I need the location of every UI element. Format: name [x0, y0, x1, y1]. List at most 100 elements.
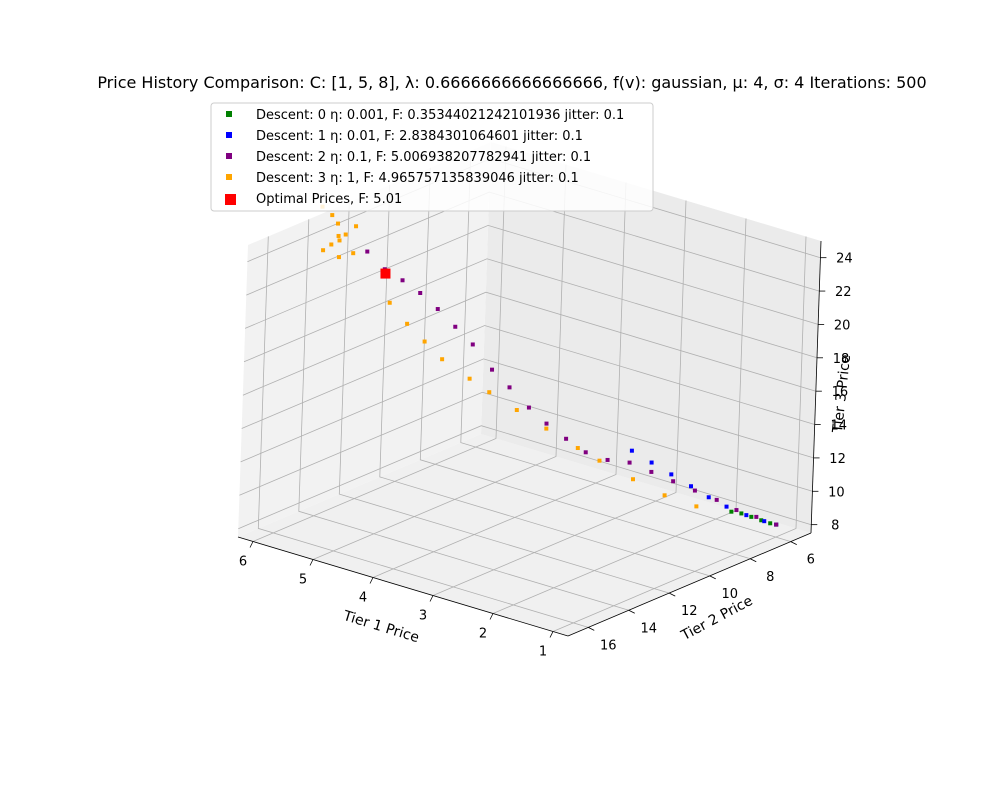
y-tick	[628, 609, 635, 614]
chart-title: Price History Comparison: C: [1, 5, 8], …	[97, 73, 926, 92]
data-point	[605, 457, 610, 462]
grid-line-z	[238, 425, 812, 530]
data-point	[422, 339, 427, 344]
data-point	[418, 290, 423, 295]
grid-line-x	[552, 236, 807, 632]
data-point	[669, 472, 674, 477]
data-point	[336, 255, 341, 260]
z-tick-label: 10	[828, 485, 845, 500]
axis-lines	[237, 240, 822, 637]
grid-line-z	[240, 358, 814, 463]
data-point	[714, 497, 719, 502]
data-point	[467, 376, 472, 381]
data-point	[336, 221, 341, 226]
data-point	[627, 460, 632, 465]
x-tick-label: 6	[239, 555, 247, 570]
data-point	[564, 436, 569, 441]
grid-line-x	[252, 146, 507, 542]
optimal-point	[380, 268, 391, 279]
data-point	[739, 511, 744, 516]
z-tick-label: 16	[832, 385, 849, 400]
data-point	[365, 249, 370, 254]
series-3	[320, 204, 699, 509]
x-tick-label: 4	[359, 591, 367, 606]
y-tick-label: 6	[807, 553, 815, 568]
data-point	[662, 493, 667, 498]
axes-panes	[238, 142, 821, 636]
data-point	[694, 504, 699, 509]
grid-line-z	[243, 258, 818, 363]
grid-line-y	[257, 236, 589, 628]
grid-line-y	[419, 167, 751, 560]
z-tick-label: 8	[831, 519, 839, 534]
z-tick-label: 20	[834, 318, 851, 333]
data-point	[490, 367, 495, 372]
legend-marker-2	[226, 153, 232, 159]
data-point	[544, 426, 549, 431]
data-point	[337, 238, 342, 243]
y-tick	[669, 592, 676, 597]
data-point	[354, 224, 359, 229]
y-tick	[588, 627, 595, 631]
data-point	[729, 509, 734, 514]
data-point	[405, 321, 410, 326]
data-point	[649, 469, 654, 474]
z-tick-label: 22	[835, 285, 852, 300]
data-point	[671, 479, 676, 484]
grid-line-x	[372, 182, 627, 578]
data-point	[629, 448, 634, 453]
data-point	[343, 232, 348, 237]
grid-lines	[238, 146, 821, 632]
legend-marker-0	[226, 111, 232, 117]
x-tick-label: 3	[419, 609, 427, 624]
legend: Descent: 0 η: 0.001, F: 0.35344021242101…	[210, 102, 654, 212]
x-tick	[369, 577, 374, 584]
legend-marker-3	[226, 174, 232, 180]
data-point	[435, 307, 440, 312]
y-tick	[750, 558, 757, 563]
grid-line-y	[460, 150, 791, 542]
y-tick	[790, 541, 797, 545]
z-tick-label: 18	[833, 352, 850, 367]
legend-label-1: Descent: 1 η: 0.01, F: 2.8384301064601 j…	[256, 129, 583, 144]
x-axis-line	[237, 536, 569, 637]
data-point	[649, 460, 654, 465]
x-tick	[309, 559, 314, 566]
legend-frame	[210, 102, 654, 212]
data-point	[453, 324, 458, 329]
data-point	[330, 213, 335, 218]
y-tick	[709, 575, 716, 580]
y-tick-label: 12	[681, 604, 698, 619]
data-point	[597, 458, 602, 463]
x-tick	[489, 613, 494, 620]
data-point	[329, 242, 334, 247]
grid-line-x	[312, 164, 567, 560]
legend-label-optimal: Optimal Prices, F: 5.01	[256, 192, 402, 207]
x-tick-label: 5	[299, 573, 307, 588]
data-point	[583, 450, 588, 455]
legend-label-3: Descent: 3 η: 1, F: 4.965757135839046 ji…	[256, 171, 579, 186]
x-tick	[429, 595, 434, 602]
data-point	[387, 300, 392, 305]
legend-marker-optimal	[225, 194, 236, 205]
data-point	[544, 421, 549, 426]
data-point	[507, 385, 512, 390]
z-tick-label: 24	[836, 252, 853, 267]
floor-pane	[238, 434, 811, 636]
x-tick	[549, 631, 554, 638]
data-point	[706, 495, 711, 500]
data-point	[514, 408, 519, 413]
grid-line-z	[239, 391, 813, 496]
data-point	[400, 278, 405, 283]
back-pane	[481, 142, 821, 533]
data-point	[470, 342, 475, 347]
y-tick-label: 16	[600, 638, 617, 653]
data-point	[749, 514, 754, 519]
grid-line-y	[379, 184, 710, 577]
grid-line-z	[242, 291, 817, 396]
grid-line-x	[432, 200, 687, 596]
y-tick-label: 14	[640, 621, 657, 636]
data-point	[774, 522, 779, 527]
x-axis-label: Tier 1 Price	[340, 608, 421, 646]
